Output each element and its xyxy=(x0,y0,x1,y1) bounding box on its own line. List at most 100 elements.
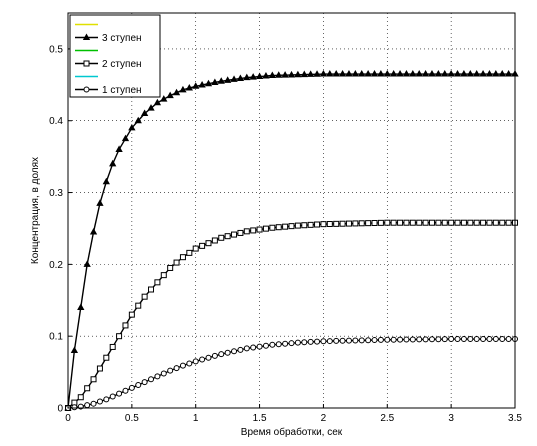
data-point xyxy=(250,344,257,351)
legend-entry: 1 ступен xyxy=(75,85,142,96)
data-point xyxy=(282,223,289,230)
data-point xyxy=(179,254,186,261)
data-point xyxy=(460,336,467,343)
data-point xyxy=(422,219,429,226)
data-point xyxy=(492,336,499,343)
legend-box xyxy=(69,14,161,98)
data-point xyxy=(441,219,448,226)
data-point xyxy=(135,302,142,309)
data-point xyxy=(269,341,276,348)
data-point xyxy=(377,70,385,77)
data-point xyxy=(275,71,283,78)
data-point xyxy=(505,219,512,226)
data-point xyxy=(192,245,199,252)
data-point xyxy=(141,293,148,300)
data-point xyxy=(320,221,327,228)
data-point xyxy=(307,338,314,345)
data-point xyxy=(160,95,168,102)
data-point xyxy=(153,98,162,106)
x-axis-label: Время обработки, сек xyxy=(241,426,343,438)
data-point xyxy=(370,70,379,77)
y-tick-label: 0 xyxy=(57,404,63,415)
legend-marker xyxy=(83,86,90,93)
legend-entry: 3 ступен xyxy=(75,33,142,44)
data-point xyxy=(485,70,494,77)
data-point xyxy=(333,220,340,227)
data-point xyxy=(109,159,117,167)
data-point xyxy=(473,219,480,226)
legend-marker xyxy=(83,60,90,67)
series-4 xyxy=(65,219,518,411)
data-point xyxy=(218,234,225,241)
data-point xyxy=(262,342,269,349)
legend-label: 1 ступен xyxy=(102,85,142,96)
data-point xyxy=(339,220,346,227)
data-point xyxy=(390,70,398,77)
data-point xyxy=(499,219,506,226)
data-point xyxy=(71,404,78,411)
data-point xyxy=(103,354,110,361)
data-point xyxy=(448,219,455,226)
data-point xyxy=(96,398,103,405)
x-tick-label: 0.5 xyxy=(125,413,139,424)
data-point xyxy=(434,70,443,77)
series-line xyxy=(67,338,515,409)
series-2 xyxy=(64,70,519,411)
data-point xyxy=(148,286,155,293)
data-point xyxy=(199,356,206,363)
x-tick-label: 1.5 xyxy=(253,413,267,424)
data-point xyxy=(115,145,123,152)
data-point xyxy=(141,379,148,386)
data-point xyxy=(453,70,462,77)
data-point xyxy=(281,71,289,78)
data-point xyxy=(479,70,487,77)
data-point xyxy=(345,337,352,344)
data-point xyxy=(319,70,328,77)
data-point xyxy=(217,77,225,84)
data-point xyxy=(435,336,442,343)
data-point xyxy=(294,339,301,346)
data-point xyxy=(160,370,167,377)
data-point xyxy=(466,70,474,77)
data-point xyxy=(231,348,238,355)
data-point xyxy=(383,70,391,77)
data-point xyxy=(249,73,257,80)
data-point xyxy=(460,219,467,226)
data-point xyxy=(70,346,79,354)
data-point xyxy=(179,362,186,369)
y-tick-label: 0.4 xyxy=(49,116,63,127)
data-point xyxy=(90,400,97,407)
data-point xyxy=(122,387,129,394)
data-point xyxy=(301,339,308,346)
data-point xyxy=(89,228,98,235)
y-tick-label: 0.2 xyxy=(49,260,63,271)
series-6 xyxy=(65,336,518,411)
data-point xyxy=(352,220,359,227)
data-point xyxy=(288,223,295,230)
data-point xyxy=(454,336,461,343)
data-point xyxy=(109,393,116,400)
series-line xyxy=(67,73,515,409)
y-tick-label: 0.5 xyxy=(49,44,63,55)
data-point xyxy=(339,337,346,344)
data-point xyxy=(300,70,308,78)
data-point xyxy=(441,70,449,77)
data-point xyxy=(416,219,423,226)
data-point xyxy=(332,70,340,77)
data-point xyxy=(447,70,455,77)
data-point xyxy=(358,337,365,344)
data-point xyxy=(211,352,218,359)
data-point xyxy=(473,70,481,77)
data-point xyxy=(486,219,493,226)
data-point xyxy=(480,219,487,226)
data-point xyxy=(167,367,174,374)
x-tick-label: 3.5 xyxy=(508,413,522,424)
y-tick-label: 0.3 xyxy=(49,188,63,199)
legend-entry: 2 ступен xyxy=(75,59,142,70)
data-point xyxy=(198,80,206,88)
data-point xyxy=(499,336,506,343)
x-tick-label: 1 xyxy=(193,413,199,424)
data-point xyxy=(326,338,333,345)
data-point xyxy=(345,70,353,77)
data-point xyxy=(179,85,187,93)
